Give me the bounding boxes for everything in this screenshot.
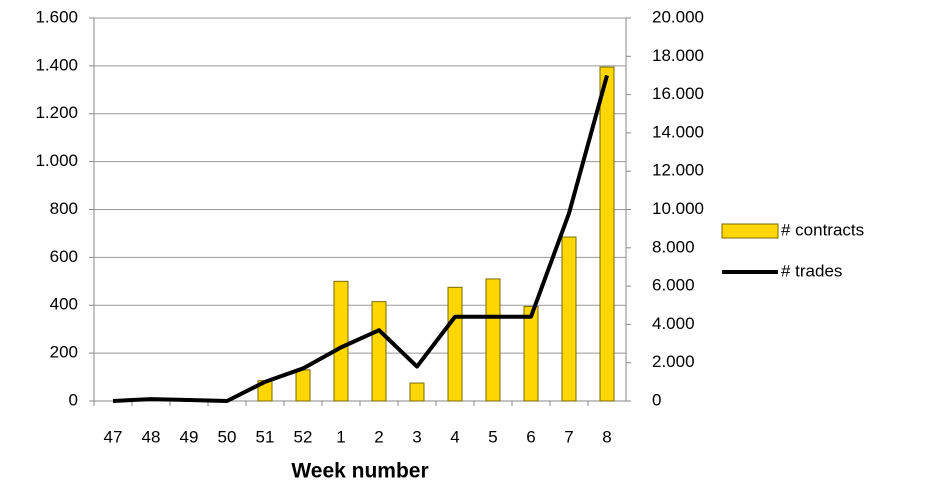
x-tick-label: 4 xyxy=(450,427,459,446)
bar xyxy=(447,286,463,402)
y2-tick-label: 6.000 xyxy=(652,276,695,295)
x-tick-label: 49 xyxy=(180,427,199,446)
x-tick-label: 2 xyxy=(374,427,383,446)
bar xyxy=(371,301,387,402)
bar xyxy=(599,66,615,402)
x-tick-label: 50 xyxy=(218,427,237,446)
x-tick-label: 48 xyxy=(142,427,161,446)
y-tick-label: 400 xyxy=(50,295,78,314)
bar xyxy=(409,382,425,402)
y2-tick-label: 14.000 xyxy=(652,122,704,141)
bar xyxy=(333,280,349,402)
x-tick-label: 51 xyxy=(256,427,275,446)
y-tick-label: 1.000 xyxy=(35,151,78,170)
y2-tick-label: 20.000 xyxy=(652,7,704,26)
y2-tick-label: 4.000 xyxy=(652,314,695,333)
x-axis-title: Week number xyxy=(291,460,428,483)
legend-swatch xyxy=(721,223,779,239)
y2-tick-label: 16.000 xyxy=(652,84,704,103)
y-tick-label: 1.200 xyxy=(35,103,78,122)
line xyxy=(112,74,609,403)
legend-label: # contracts xyxy=(781,220,864,239)
x-tick-label: 7 xyxy=(564,427,573,446)
y2-tick-label: 0 xyxy=(652,390,661,409)
bar xyxy=(295,369,311,402)
y-tick-label: 1.600 xyxy=(35,7,78,26)
y2-tick-label: 8.000 xyxy=(652,237,695,256)
x-tick-label: 52 xyxy=(294,427,313,446)
y2-tick-label: 12.000 xyxy=(652,161,704,180)
y-tick-label: 800 xyxy=(50,199,78,218)
bar xyxy=(561,236,577,402)
x-tick-label: 3 xyxy=(412,427,421,446)
y2-tick-label: 18.000 xyxy=(652,46,704,65)
bar xyxy=(485,278,501,402)
y-tick-label: 0 xyxy=(69,390,78,409)
x-tick-label: 8 xyxy=(602,427,611,446)
y-tick-label: 1.400 xyxy=(35,55,78,74)
x-tick-label: 1 xyxy=(336,427,345,446)
legend-label: # trades xyxy=(781,261,842,280)
x-tick-label: 6 xyxy=(526,427,535,446)
y2-tick-label: 10.000 xyxy=(652,199,704,218)
y-tick-label: 600 xyxy=(50,247,78,266)
x-tick-label: 47 xyxy=(104,427,123,446)
x-tick-label: 5 xyxy=(488,427,497,446)
y2-tick-label: 2.000 xyxy=(652,352,695,371)
y-tick-label: 200 xyxy=(50,343,78,362)
bar xyxy=(523,305,539,402)
